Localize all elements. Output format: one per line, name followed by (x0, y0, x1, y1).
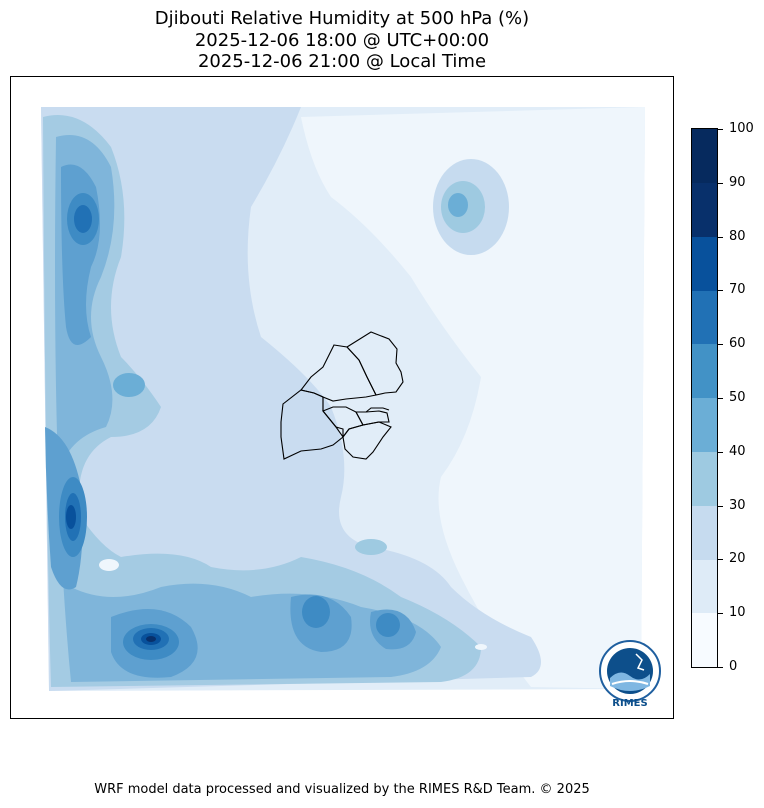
ne-blob-inner (448, 193, 468, 217)
colorbar-tick-mark (718, 613, 723, 615)
colorbar-tick-mark (718, 451, 723, 453)
title-line-3: 2025-12-06 21:00 @ Local Time (197, 51, 487, 72)
colorbar-tick-mark (718, 505, 723, 507)
field-60-70-s3 (376, 613, 400, 637)
colorbar-segment (692, 559, 717, 614)
colorbar-segment (692, 451, 717, 506)
colorbar-tick-label: 20 (729, 551, 746, 567)
title-line-1: Djibouti Relative Humidity at 500 hPa (%… (154, 8, 530, 29)
field-70-80-nw (74, 205, 92, 233)
rimes-logo-text: RIMES (612, 698, 647, 708)
colorbar-segment (692, 344, 717, 399)
footer-credit: WRF model data processed and visualized … (94, 782, 590, 797)
colorbar-tick-label: 100 (729, 121, 754, 136)
dry-spot-1 (99, 559, 119, 571)
blob-mid-west (113, 373, 145, 397)
colorbar-segment (692, 236, 717, 291)
region-tadjourah (300, 344, 377, 402)
map-title: Djibouti Relative Humidity at 500 hPa (%… (0, 8, 684, 73)
field-80-90-w (66, 505, 76, 529)
colorbar-tick-label: 40 (729, 443, 746, 459)
colorbar-tick-label: 80 (729, 228, 746, 244)
colorbar-tick-label: 10 (729, 605, 746, 621)
colorbar-segment (692, 129, 717, 183)
coastline (322, 397, 390, 413)
field-20-30 (41, 107, 541, 691)
colorbar-segment (692, 290, 717, 345)
colorbar-tick-mark (718, 290, 723, 292)
colorbar-tick-mark (718, 182, 723, 184)
colorbar-tick-label: 90 (729, 174, 746, 190)
field-60-70-s2 (302, 596, 330, 628)
colorbar-tick-label: 60 (729, 336, 746, 352)
rimes-logo-icon: RIMES (599, 640, 661, 709)
colorbar-tick-mark (718, 236, 723, 238)
center-patch (355, 539, 387, 555)
colorbar-tick-mark (718, 667, 723, 668)
region-djibouti-city (355, 410, 390, 426)
colorbar-tick-mark (718, 559, 723, 561)
rimes-logo: RIMES (598, 640, 662, 709)
colorbar-tick-label: 70 (729, 282, 746, 298)
colorbar-tick-mark (718, 344, 723, 346)
djibouti-boundaries (280, 331, 404, 460)
colorbar (691, 128, 718, 668)
colorbar-tick-mark (718, 129, 723, 130)
dry-spot-2 (475, 644, 487, 650)
colorbar-tick-mark (718, 398, 723, 399)
title-line-2: 2025-12-06 18:00 @ UTC+00:00 (194, 29, 490, 51)
field-90-100-s (146, 636, 156, 642)
colorbar-tick-label: 50 (729, 390, 746, 405)
colorbar-tick-label: 0 (729, 659, 738, 674)
colorbar-segment (692, 613, 717, 668)
humidity-map (41, 107, 645, 691)
colorbar-tick-label: 30 (729, 497, 746, 513)
colorbar-segment (692, 398, 717, 452)
colorbar-segment (692, 505, 717, 560)
map-frame (10, 76, 674, 719)
colorbar-segment (692, 182, 717, 237)
field-0-10 (301, 107, 645, 689)
